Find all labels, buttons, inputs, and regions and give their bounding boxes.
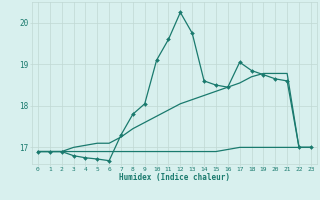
X-axis label: Humidex (Indice chaleur): Humidex (Indice chaleur) xyxy=(119,173,230,182)
